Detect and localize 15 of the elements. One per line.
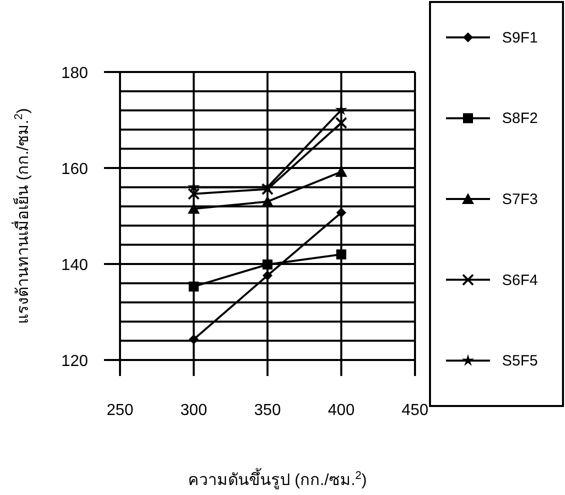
x-tick-label: 250	[106, 402, 134, 419]
legend-label: S8F2	[502, 110, 538, 128]
legend-label: S9F1	[502, 29, 538, 46]
legend-label: S6F4	[502, 272, 538, 289]
legend-label: S5F5	[502, 352, 538, 370]
x-tick-label: 350	[254, 402, 281, 419]
y-tick-label: 120	[61, 353, 88, 370]
x-tick-label: 450	[402, 402, 428, 419]
x-axis-title: ความดันขึ้นรูป (กก./ซม.$^{2}$)	[188, 468, 367, 490]
y-tick-label: 140	[61, 257, 88, 274]
legend-label: S7F3	[502, 191, 538, 208]
y-tick-label: 160	[61, 161, 88, 178]
x-tick-label: 300	[180, 402, 208, 419]
x-tick-label: 400	[328, 402, 355, 419]
y-tick-label: 180	[61, 65, 88, 82]
